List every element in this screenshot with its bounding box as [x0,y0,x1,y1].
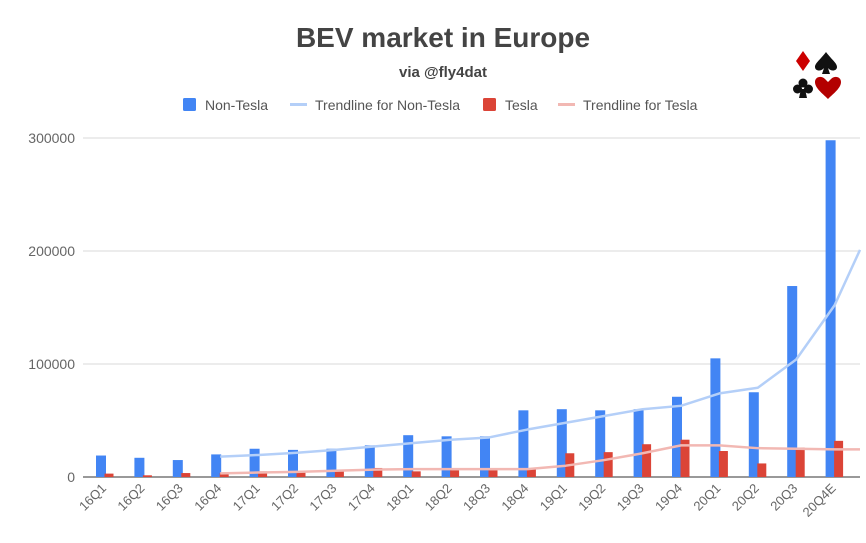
x-tick-label: 20Q3 [767,481,800,514]
x-tick-label: 17Q4 [345,481,378,514]
x-tick-label: 17Q1 [230,481,263,514]
bar-tesla [181,473,191,477]
legend-label: Non-Tesla [205,97,268,113]
bar-non-tesla [480,436,490,477]
gridlines [83,137,860,478]
chart-title: BEV market in Europe [296,22,590,53]
x-tick-label: 16Q4 [191,481,224,514]
bar-non-tesla [96,455,106,477]
bar-non-tesla [364,445,375,477]
bar-non-tesla [633,409,644,477]
bar-tesla [834,440,844,477]
x-tick-label: 16Q1 [76,481,109,514]
chart-subtitle: via @fly4dat [399,64,487,81]
trendline-non-tesla [220,249,862,458]
bar-tesla [334,470,344,477]
bar-non-tesla [672,396,682,477]
legend: Non-Tesla Trendline for Non-Tesla Tesla Tre… [183,97,698,113]
x-tick-label: 18Q3 [460,481,493,514]
x-tick-label: 19Q4 [652,481,685,514]
bar-tesla [142,475,152,477]
x-tick-label: 18Q1 [383,481,416,514]
y-tick-label: 100000 [28,356,75,372]
trendlines [220,249,862,475]
card-suits-icon [793,51,841,99]
bar-non-tesla [288,449,298,477]
x-tick-label: 20Q4E [799,480,838,519]
bar-non-tesla [134,457,145,477]
legend-swatch [183,98,196,111]
bar-non-tesla [172,460,183,477]
bar-non-tesla [249,448,260,477]
bar-tesla [219,473,229,477]
trendline-tesla [220,444,860,475]
x-tick-label: 18Q4 [498,481,531,514]
x-tick-label: 19Q2 [575,481,608,514]
x-tick-label: 18Q2 [422,481,455,514]
bar-non-tesla [403,435,414,477]
bar-tesla [526,469,536,477]
bar-non-tesla [211,454,222,477]
x-tick-label: 17Q3 [306,481,339,514]
bar-non-tesla [326,448,337,477]
bar-tesla [104,473,114,477]
y-tick-label: 0 [67,469,75,485]
legend-swatch [483,98,496,111]
bar-tesla [795,447,805,477]
bars [96,140,844,477]
x-tick-label: 16Q2 [114,481,147,514]
bar-tesla [450,470,460,477]
bar-tesla [718,451,728,477]
club-icon [793,78,813,98]
x-tick-label: 19Q3 [614,481,647,514]
legend-label: Trendline for Non-Tesla [315,97,460,113]
bar-tesla [680,439,690,477]
bar-non-tesla [518,410,529,477]
bar-tesla [757,463,767,477]
x-tick-label: 20Q2 [729,481,762,514]
y-tick-label: 200000 [28,243,75,259]
x-tick-label: 20Q1 [690,481,723,514]
bar-non-tesla [556,409,567,477]
x-tick-label: 19Q1 [537,481,570,514]
y-tick-label: 300000 [28,130,75,146]
bar-tesla [642,444,652,477]
bar-tesla [603,452,613,477]
x-axis-ticks: 16Q1 16Q2 16Q3 16Q4 17Q1 17Q2 17Q3 17Q4 18Q1 18Q2… [76,480,839,519]
bar-tesla [411,471,421,477]
spade-icon [815,52,837,74]
heart-icon [815,76,841,99]
legend-label: Trendline for Tesla [583,97,698,113]
bar-tesla [488,470,498,477]
bar-tesla [296,472,306,477]
bar-non-tesla [787,286,798,477]
bar-non-tesla [710,358,721,477]
bar-non-tesla [595,410,606,477]
bar-tesla [373,467,383,477]
y-axis-ticks: 0 100000 200000 300000 [28,130,75,485]
bar-non-tesla [441,436,452,477]
bar-non-tesla [825,140,836,477]
bar-tesla [258,471,268,477]
x-tick-label: 16Q3 [153,481,186,514]
legend-label: Tesla [505,97,538,113]
bar-non-tesla [748,392,759,477]
x-tick-label: 17Q2 [268,481,301,514]
diamond-icon [796,51,810,71]
